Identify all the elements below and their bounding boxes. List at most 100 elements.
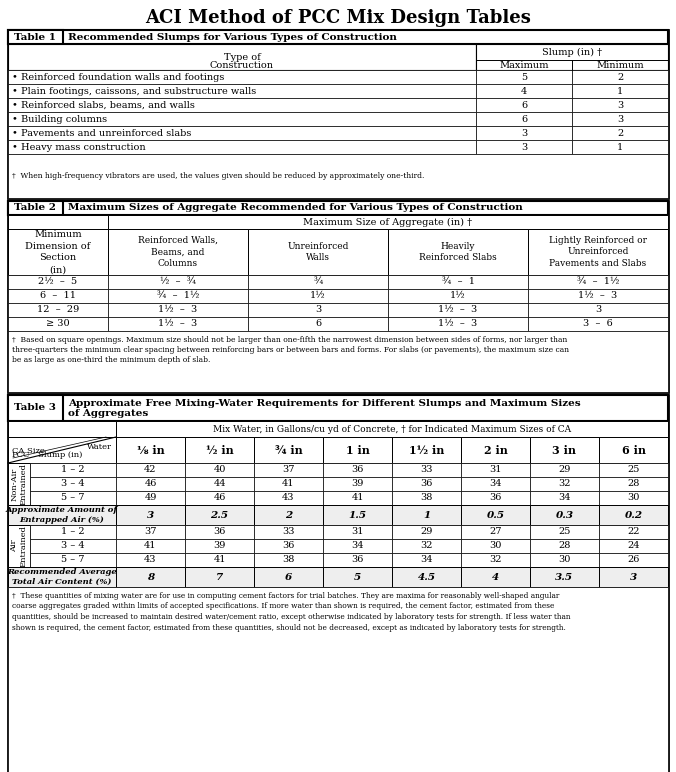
Text: 36: 36: [420, 479, 433, 489]
Text: 2.5: 2.5: [210, 510, 228, 520]
Bar: [30, 491, 116, 505]
Bar: [254, 539, 323, 553]
Bar: [461, 567, 530, 587]
Bar: [8, 275, 108, 289]
Bar: [116, 525, 185, 539]
Text: Slump (in): Slump (in): [38, 451, 82, 459]
Text: Maximum: Maximum: [500, 62, 549, 70]
Text: 40: 40: [214, 466, 226, 475]
Text: 37: 37: [283, 466, 295, 475]
Text: 36: 36: [352, 556, 364, 564]
Text: 43: 43: [144, 556, 157, 564]
Bar: [185, 491, 254, 505]
Text: • Plain footings, caissons, and substructure walls: • Plain footings, caissons, and substruc…: [12, 86, 256, 96]
Bar: [476, 140, 572, 154]
Text: 22: 22: [627, 527, 639, 537]
Text: 30: 30: [627, 493, 639, 503]
Text: 3.5: 3.5: [556, 573, 573, 581]
Bar: [248, 303, 388, 317]
Text: ¾  –  1½: ¾ – 1½: [157, 292, 199, 300]
Bar: [185, 567, 254, 587]
Text: 1½ in: 1½ in: [409, 445, 444, 455]
Bar: [254, 505, 323, 525]
Bar: [530, 491, 599, 505]
Bar: [185, 525, 254, 539]
Text: three-quarters the minimum clear spacing between reinforcing bars or between bar: three-quarters the minimum clear spacing…: [12, 346, 569, 354]
Text: Minimum
Dimension of
Section
(in): Minimum Dimension of Section (in): [26, 230, 91, 274]
Text: 3 in: 3 in: [552, 445, 577, 455]
Text: 3: 3: [147, 510, 154, 520]
Text: 46: 46: [144, 479, 157, 489]
Text: Approximate Free Mixing-Water Requirements for Different Slumps and Maximum Size: Approximate Free Mixing-Water Requiremen…: [68, 399, 581, 408]
Bar: [8, 126, 476, 140]
Bar: [8, 44, 476, 70]
Text: Maximum Sizes of Aggregate Recommended for Various Types of Construction: Maximum Sizes of Aggregate Recommended f…: [68, 204, 523, 212]
Text: 28: 28: [627, 479, 639, 489]
Text: 1½  –  3: 1½ – 3: [438, 320, 478, 329]
Text: shown is required, the cement factor, estimated from these quantities, should no: shown is required, the cement factor, es…: [12, 624, 566, 631]
Bar: [254, 525, 323, 539]
Bar: [392, 505, 461, 525]
Text: †  When high-frequency vibrators are used, the values given should be reduced by: † When high-frequency vibrators are used…: [12, 172, 425, 180]
Text: 34: 34: [352, 541, 364, 550]
Text: Reinforced Walls,
Beams, and
Columns: Reinforced Walls, Beams, and Columns: [138, 235, 218, 269]
Bar: [116, 437, 185, 463]
Bar: [572, 140, 668, 154]
Bar: [323, 567, 392, 587]
Bar: [528, 275, 668, 289]
Text: 26: 26: [627, 556, 639, 564]
Text: †  Based on square openings. Maximum size should not be larger than one-fifth th: † Based on square openings. Maximum size…: [12, 336, 567, 344]
Bar: [392, 553, 461, 567]
Bar: [116, 477, 185, 491]
Text: 1: 1: [617, 86, 623, 96]
Text: 4.5: 4.5: [418, 573, 435, 581]
Text: Table 3: Table 3: [14, 404, 56, 412]
Text: ⅛ in: ⅛ in: [137, 445, 164, 455]
Bar: [8, 395, 63, 421]
Bar: [185, 477, 254, 491]
Text: ¾ in: ¾ in: [274, 445, 302, 455]
Bar: [116, 421, 668, 437]
Bar: [572, 112, 668, 126]
Bar: [254, 437, 323, 463]
Text: PCC: PCC: [12, 451, 30, 459]
Bar: [461, 491, 530, 505]
Bar: [392, 463, 461, 477]
Bar: [388, 317, 528, 331]
Bar: [8, 567, 116, 587]
Bar: [8, 395, 668, 772]
Bar: [530, 525, 599, 539]
Text: Minimum: Minimum: [596, 62, 644, 70]
Bar: [461, 477, 530, 491]
Bar: [8, 30, 63, 44]
Text: 6  –  11: 6 – 11: [40, 292, 76, 300]
Bar: [116, 491, 185, 505]
Text: 8: 8: [147, 573, 154, 581]
Bar: [461, 539, 530, 553]
Bar: [8, 112, 476, 126]
Bar: [8, 525, 30, 567]
Text: 3: 3: [617, 114, 623, 124]
Text: 32: 32: [420, 541, 433, 550]
Bar: [8, 587, 668, 772]
Text: 0.3: 0.3: [556, 510, 573, 520]
Bar: [530, 553, 599, 567]
Bar: [476, 70, 572, 84]
Text: 6 in: 6 in: [621, 445, 646, 455]
Text: 1 – 2: 1 – 2: [62, 527, 84, 537]
Text: 44: 44: [213, 479, 226, 489]
Bar: [528, 289, 668, 303]
Text: 32: 32: [489, 556, 502, 564]
Text: 25: 25: [627, 466, 639, 475]
Bar: [599, 539, 668, 553]
Bar: [476, 98, 572, 112]
Text: 6: 6: [521, 100, 527, 110]
Bar: [476, 126, 572, 140]
Bar: [392, 437, 461, 463]
Bar: [530, 539, 599, 553]
Bar: [185, 463, 254, 477]
Text: Heavily
Reinforced Slabs: Heavily Reinforced Slabs: [419, 242, 497, 262]
Text: 1.5: 1.5: [348, 510, 366, 520]
Bar: [185, 539, 254, 553]
Text: coarse aggregates graded within limits of accepted specifications. If more water: coarse aggregates graded within limits o…: [12, 602, 554, 611]
